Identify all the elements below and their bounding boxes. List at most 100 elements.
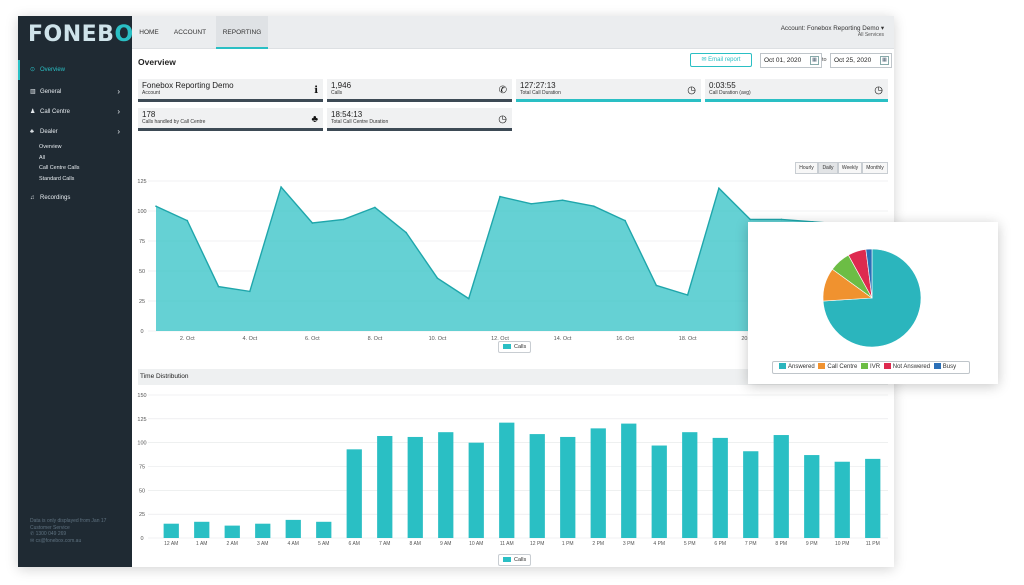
data-point: [749, 218, 751, 221]
sidebar: FONEBOX ⊙Overview ▥General › ♟Call Centr…: [18, 16, 150, 567]
x-tick-label: 3 AM: [257, 541, 268, 547]
bar: [285, 519, 301, 538]
data-point: [686, 294, 689, 296]
card-calls: 1,946 Calls ✆: [327, 79, 512, 102]
music-icon: ♫: [30, 195, 35, 202]
data-point: [249, 290, 251, 293]
legend-item-busy[interactable]: Busy: [932, 363, 956, 370]
sidebar-item-label: Overview: [40, 67, 66, 73]
account-selector[interactable]: Account: Fonebox Reporting Demo ▾ All Se…: [781, 25, 884, 39]
clock-icon: ◷: [874, 85, 883, 96]
y-tick-label: 0: [140, 329, 143, 335]
support-email[interactable]: ✉ cs@fonebox.com.au: [30, 537, 82, 544]
bar-legend-calls[interactable]: Calls: [498, 554, 532, 566]
bar: [560, 436, 576, 538]
dealer-sub-call-centre-calls[interactable]: Call Centre Calls: [39, 165, 80, 172]
sidebar-item-label: Recordings: [40, 195, 71, 202]
x-tick-label: 10. Oct: [429, 336, 447, 342]
customer-service-label: Customer Service: [30, 524, 70, 531]
y-tick-label: 125: [137, 417, 146, 423]
tab-reporting[interactable]: REPORTING: [216, 16, 268, 49]
sidebar-item-dealer[interactable]: ♣ Dealer ›: [18, 122, 132, 142]
x-tick-label: 18. Oct: [679, 336, 697, 342]
x-tick-label: 2 PM: [592, 541, 604, 547]
legend-item-answered[interactable]: Answered: [777, 363, 815, 370]
date-to-input[interactable]: Oct 25, 2020 ▦: [830, 53, 892, 68]
data-point: [530, 203, 533, 205]
legend-item-not-answered[interactable]: Not Answered: [882, 363, 930, 370]
x-tick-label: 12 PM: [530, 541, 544, 547]
data-point: [436, 277, 439, 279]
x-tick-label: 5 AM: [318, 541, 329, 547]
legend-item-call-centre[interactable]: Call Centre: [816, 363, 857, 370]
x-tick-label: 16. Oct: [616, 336, 634, 342]
data-note: Data is only displayed from Jan 17: [30, 518, 107, 524]
bar: [438, 432, 454, 538]
legend-swatch: [503, 344, 511, 350]
data-point: [593, 205, 595, 207]
hourly-calls-chart: 0 25 50 75 100 125 150 12 AM 1 AM 2 AM 3 AM 4 AM 5 A…: [137, 393, 888, 547]
email-report-button[interactable]: ✉ Email report: [690, 53, 752, 67]
bar: [834, 461, 850, 538]
tab-account[interactable]: ACCOUNT: [173, 29, 207, 36]
sidebar-item-overview[interactable]: ⊙ Overview: [18, 60, 132, 80]
date-from-input[interactable]: Oct 01, 2020 ▦: [760, 53, 822, 68]
calendar-icon[interactable]: ▦: [880, 56, 889, 65]
bar: [529, 434, 545, 538]
x-tick-label: 8 AM: [410, 541, 421, 547]
sidebar-item-label: General: [40, 89, 62, 95]
y-tick-label: 150: [137, 393, 146, 399]
bar: [407, 436, 423, 538]
y-tick-label: 25: [139, 512, 145, 518]
data-point: [311, 222, 314, 224]
y-tick-label: 0: [140, 536, 143, 542]
x-tick-label: 5 PM: [684, 541, 696, 547]
dealer-sub-overview[interactable]: Overview: [39, 144, 62, 150]
x-tick-label: 3 PM: [623, 541, 635, 547]
bar: [224, 525, 240, 538]
bar: [468, 442, 484, 538]
card-value: 178: [142, 110, 156, 119]
x-tick-label: 11 PM: [866, 541, 880, 547]
dealer-sub-standard-calls[interactable]: Standard Calls: [39, 175, 75, 182]
caret-down-icon: ▾: [880, 25, 884, 32]
sidebar-item-call-centre[interactable]: ♟ Call Centre ›: [18, 102, 132, 122]
call-status-pie-popup: Answered Call Centre IVR Not Answered Bu…: [748, 222, 998, 384]
card-value: 1,946: [331, 81, 352, 90]
card-total-duration: 127:27:13 Total Call Duration ◷: [516, 79, 701, 102]
bar: [651, 445, 667, 538]
card-label: Calls: [331, 90, 343, 96]
x-tick-label: 1 AM: [196, 541, 207, 547]
bar-chart-icon: ▥: [30, 89, 36, 95]
granularity-weekly[interactable]: Weekly: [838, 162, 862, 174]
time-distribution-header: Time Distribution: [138, 369, 888, 385]
y-tick-label: 100: [137, 209, 146, 215]
bar: [194, 521, 210, 538]
tab-home[interactable]: HOME: [139, 29, 159, 36]
card-value: Fonebox Reporting Demo: [142, 81, 234, 90]
gauge-icon: ⊙: [30, 67, 36, 73]
mail-icon: ✉: [701, 57, 709, 63]
card-value: 127:27:13: [520, 81, 556, 90]
support-phone[interactable]: ✆ 1300 049 269: [30, 531, 67, 537]
services-label: All Services: [857, 32, 884, 38]
x-tick-label: 6 AM: [349, 541, 360, 547]
granularity-daily[interactable]: Daily: [818, 162, 838, 174]
card-account: Fonebox Reporting Demo Account ℹ: [138, 79, 323, 102]
granularity-hourly[interactable]: Hourly: [795, 162, 818, 174]
bar: [499, 422, 515, 538]
granularity-monthly[interactable]: Monthly: [862, 162, 888, 174]
calendar-icon[interactable]: ▦: [810, 56, 819, 65]
data-point: [780, 218, 783, 221]
chevron-right-icon: ›: [117, 127, 120, 136]
sidebar-item-recordings[interactable]: ♫ Recordings: [18, 188, 132, 208]
sidebar-item-label: Dealer: [40, 129, 58, 135]
main-content: Overview ✉ Email report Oct 01, 2020 ▦ to…: [132, 49, 894, 567]
legend-item-ivr[interactable]: IVR: [859, 363, 880, 370]
sidebar-item-general[interactable]: ▥ General ›: [18, 82, 132, 102]
area-legend-calls[interactable]: Calls: [498, 341, 532, 353]
legend-swatch: [503, 557, 511, 563]
card-call-centre-calls: 178 Calls handled by Call Centre ♣: [138, 108, 323, 131]
bar: [255, 523, 271, 538]
dealer-sub-all[interactable]: All: [39, 154, 45, 161]
